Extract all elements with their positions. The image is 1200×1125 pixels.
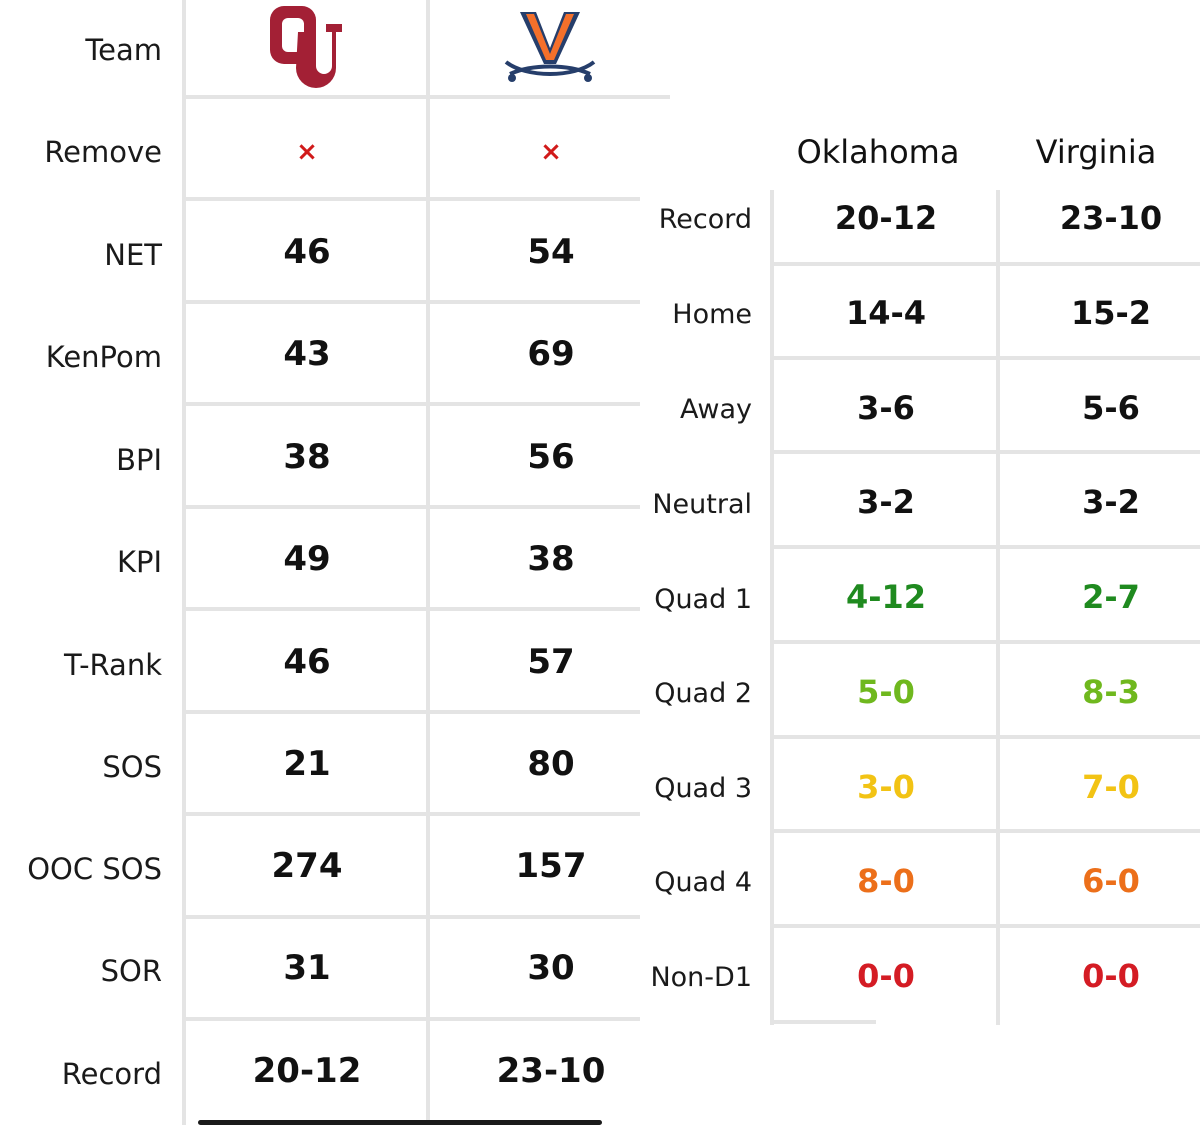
virginia-record-value: 23-10 <box>496 1051 606 1091</box>
column-divider <box>996 190 1000 1025</box>
virginia-kpi-value: 38 <box>527 539 575 579</box>
row-divider <box>774 924 1200 928</box>
virginia-bpi-value: 56 <box>527 437 575 477</box>
oklahoma-bpi-value: 38 <box>283 437 331 477</box>
row-divider <box>186 505 640 509</box>
column-divider <box>770 190 774 1025</box>
virginia-t-rank-value: 57 <box>527 642 575 682</box>
virginia-column-header: Virginia <box>1035 133 1157 171</box>
oklahoma-quad-4-record: 8-0 <box>857 862 915 900</box>
row-label-quad-1: Quad 1 <box>654 584 752 615</box>
row-divider <box>774 356 1200 360</box>
row-label-quad-3: Quad 3 <box>654 773 752 804</box>
virginia-quad-1-record: 2-7 <box>1082 578 1140 616</box>
virginia-quad-4-record: 6-0 <box>1082 862 1140 900</box>
row-label-away: Away <box>680 394 752 425</box>
row-label-record: Record <box>61 1057 162 1091</box>
row-label-home: Home <box>672 299 752 330</box>
record-table-background <box>640 100 1200 1025</box>
virginia-sor-value: 30 <box>527 948 575 988</box>
remove-oklahoma-close-icon[interactable]: × <box>296 137 318 167</box>
row-label-ooc-sos: OOC SOS <box>27 852 162 886</box>
row-label-sos: SOS <box>102 750 162 784</box>
row-label-quad-4: Quad 4 <box>654 867 752 898</box>
row-divider <box>774 735 1200 739</box>
oklahoma-net-value: 46 <box>283 232 331 272</box>
virginia-ooc-sos-value: 157 <box>515 846 587 886</box>
row-divider <box>186 197 640 201</box>
row-label-bpi: BPI <box>116 443 162 477</box>
oklahoma-t-rank-value: 46 <box>283 642 331 682</box>
remove-row-label: Remove <box>44 135 162 169</box>
row-label-record: Record <box>658 204 752 235</box>
row-divider <box>186 300 640 304</box>
remove-virginia-close-icon[interactable]: × <box>540 137 562 167</box>
scroll-indicator <box>198 1120 602 1125</box>
row-label-non-d1: Non-D1 <box>650 962 752 993</box>
row-label-net: NET <box>104 238 162 272</box>
oklahoma-non-d1-record: 0-0 <box>857 957 915 995</box>
virginia-non-d1-record: 0-0 <box>1082 957 1140 995</box>
row-divider <box>774 545 1200 549</box>
oklahoma-away-record: 3-6 <box>857 389 915 427</box>
row-divider <box>774 450 1200 454</box>
oklahoma-sor-value: 31 <box>283 948 331 988</box>
oklahoma-quad-1-record: 4-12 <box>845 578 927 616</box>
oklahoma-ooc-sos-value: 274 <box>271 846 343 886</box>
oklahoma-home-record: 14-4 <box>845 294 927 332</box>
row-divider <box>186 1017 640 1021</box>
virginia-kenpom-value: 69 <box>527 334 575 374</box>
oklahoma-quad-2-record: 5-0 <box>857 673 915 711</box>
row-divider <box>186 710 640 714</box>
row-divider <box>774 262 1200 266</box>
row-label-kenpom: KenPom <box>45 340 162 374</box>
row-label-neutral: Neutral <box>652 489 752 520</box>
oklahoma-overall-record: 20-12 <box>834 199 938 237</box>
virginia-v-logo-icon <box>502 6 598 86</box>
oklahoma-column-header: Oklahoma <box>796 133 960 171</box>
row-divider <box>774 1020 876 1024</box>
oklahoma-record-value: 20-12 <box>252 1051 362 1091</box>
row-label-sor: SOR <box>100 954 162 988</box>
row-divider <box>186 402 640 406</box>
oklahoma-neutral-record: 3-2 <box>857 483 915 521</box>
virginia-quad-3-record: 7-0 <box>1082 768 1140 806</box>
virginia-away-record: 5-6 <box>1082 389 1140 427</box>
row-divider <box>186 812 640 816</box>
virginia-neutral-record: 3-2 <box>1082 483 1140 521</box>
virginia-net-value: 54 <box>527 232 575 272</box>
row-divider <box>186 915 640 919</box>
row-divider <box>774 640 1200 644</box>
row-label-kpi: KPI <box>116 545 162 579</box>
row-label-t-rank: T-Rank <box>64 648 162 682</box>
row-divider <box>186 607 640 611</box>
team-header-label: Team <box>85 33 162 67</box>
virginia-home-record: 15-2 <box>1070 294 1152 332</box>
row-divider <box>186 95 670 99</box>
virginia-sos-value: 80 <box>527 744 575 784</box>
virginia-overall-record: 23-10 <box>1059 199 1163 237</box>
column-divider <box>182 0 186 1125</box>
virginia-quad-2-record: 8-3 <box>1082 673 1140 711</box>
oklahoma-sos-value: 21 <box>283 744 331 784</box>
oklahoma-kpi-value: 49 <box>283 539 331 579</box>
oklahoma-kenpom-value: 43 <box>283 334 331 374</box>
row-divider <box>774 829 1200 833</box>
row-label-quad-2: Quad 2 <box>654 678 752 709</box>
oklahoma-ou-logo-icon <box>268 2 344 94</box>
column-divider <box>426 0 430 1125</box>
oklahoma-quad-3-record: 3-0 <box>857 768 915 806</box>
